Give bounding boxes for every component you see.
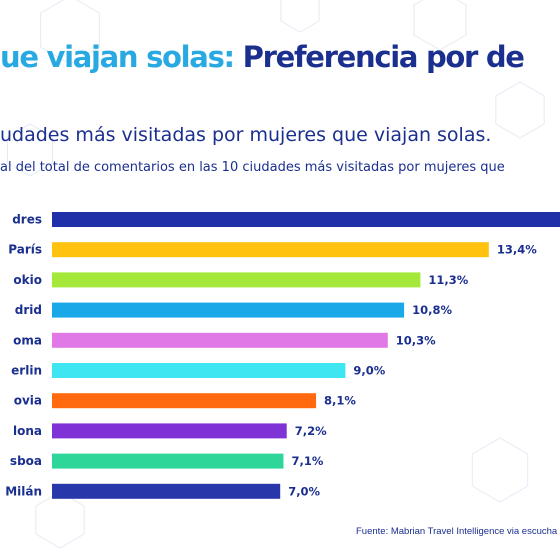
bar: [52, 302, 405, 318]
category-label: lona: [13, 424, 42, 438]
category-label: ovia: [14, 394, 42, 408]
category-label: oma: [13, 333, 42, 347]
title-part-1: ue viajan solas:: [0, 40, 235, 74]
background-hexagon-3: [7, 123, 53, 177]
background-hexagon-6: [280, 0, 320, 33]
value-label: 8,1%: [324, 394, 356, 408]
chart-note: al del total de comentarios en las 10 ci…: [0, 160, 505, 175]
category-label: sboa: [10, 454, 42, 468]
bar: [52, 453, 284, 469]
category-label: erlin: [11, 364, 42, 378]
bar: [52, 363, 346, 378]
bar: [52, 272, 421, 288]
category-label: dres: [12, 213, 42, 227]
category-label: Milán: [5, 484, 42, 498]
source-note: Fuente: Mabrian Travel Intelligence via …: [356, 526, 560, 537]
value-label: 11,3%: [428, 273, 468, 287]
value-label: 7,1%: [291, 454, 323, 468]
page-title: ue viajan solas: Preferencia por de: [0, 40, 525, 74]
value-label: 7,2%: [295, 424, 327, 438]
title-part-2: Preferencia por de: [233, 40, 525, 74]
background-hexagon-4: [471, 437, 529, 503]
chart-subtitle: udades más visitadas por mujeres que via…: [0, 124, 492, 146]
bar: [52, 423, 287, 439]
category-label: París: [8, 243, 42, 257]
background-hexagon-2: [495, 81, 545, 139]
category-label: drid: [15, 303, 42, 317]
background-hexagon-1: [413, 0, 467, 51]
bar: [52, 393, 317, 409]
bar: [52, 212, 560, 227]
bar: [52, 483, 281, 499]
value-label: 9,0%: [353, 364, 385, 378]
bar: [52, 332, 388, 348]
category-label: okio: [13, 273, 42, 287]
background-hexagon-0: [40, 0, 100, 65]
value-label: 10,3%: [396, 333, 436, 347]
value-label: 7,0%: [288, 484, 320, 498]
bar: [52, 242, 489, 258]
background-hexagon-5: [35, 491, 85, 549]
value-label: 13,4%: [497, 243, 537, 257]
bar-chart: dres París 13,4% okio 11,3% drid 10,8% oma 10,3%…: [5, 212, 560, 499]
value-label: 10,8%: [412, 303, 452, 317]
